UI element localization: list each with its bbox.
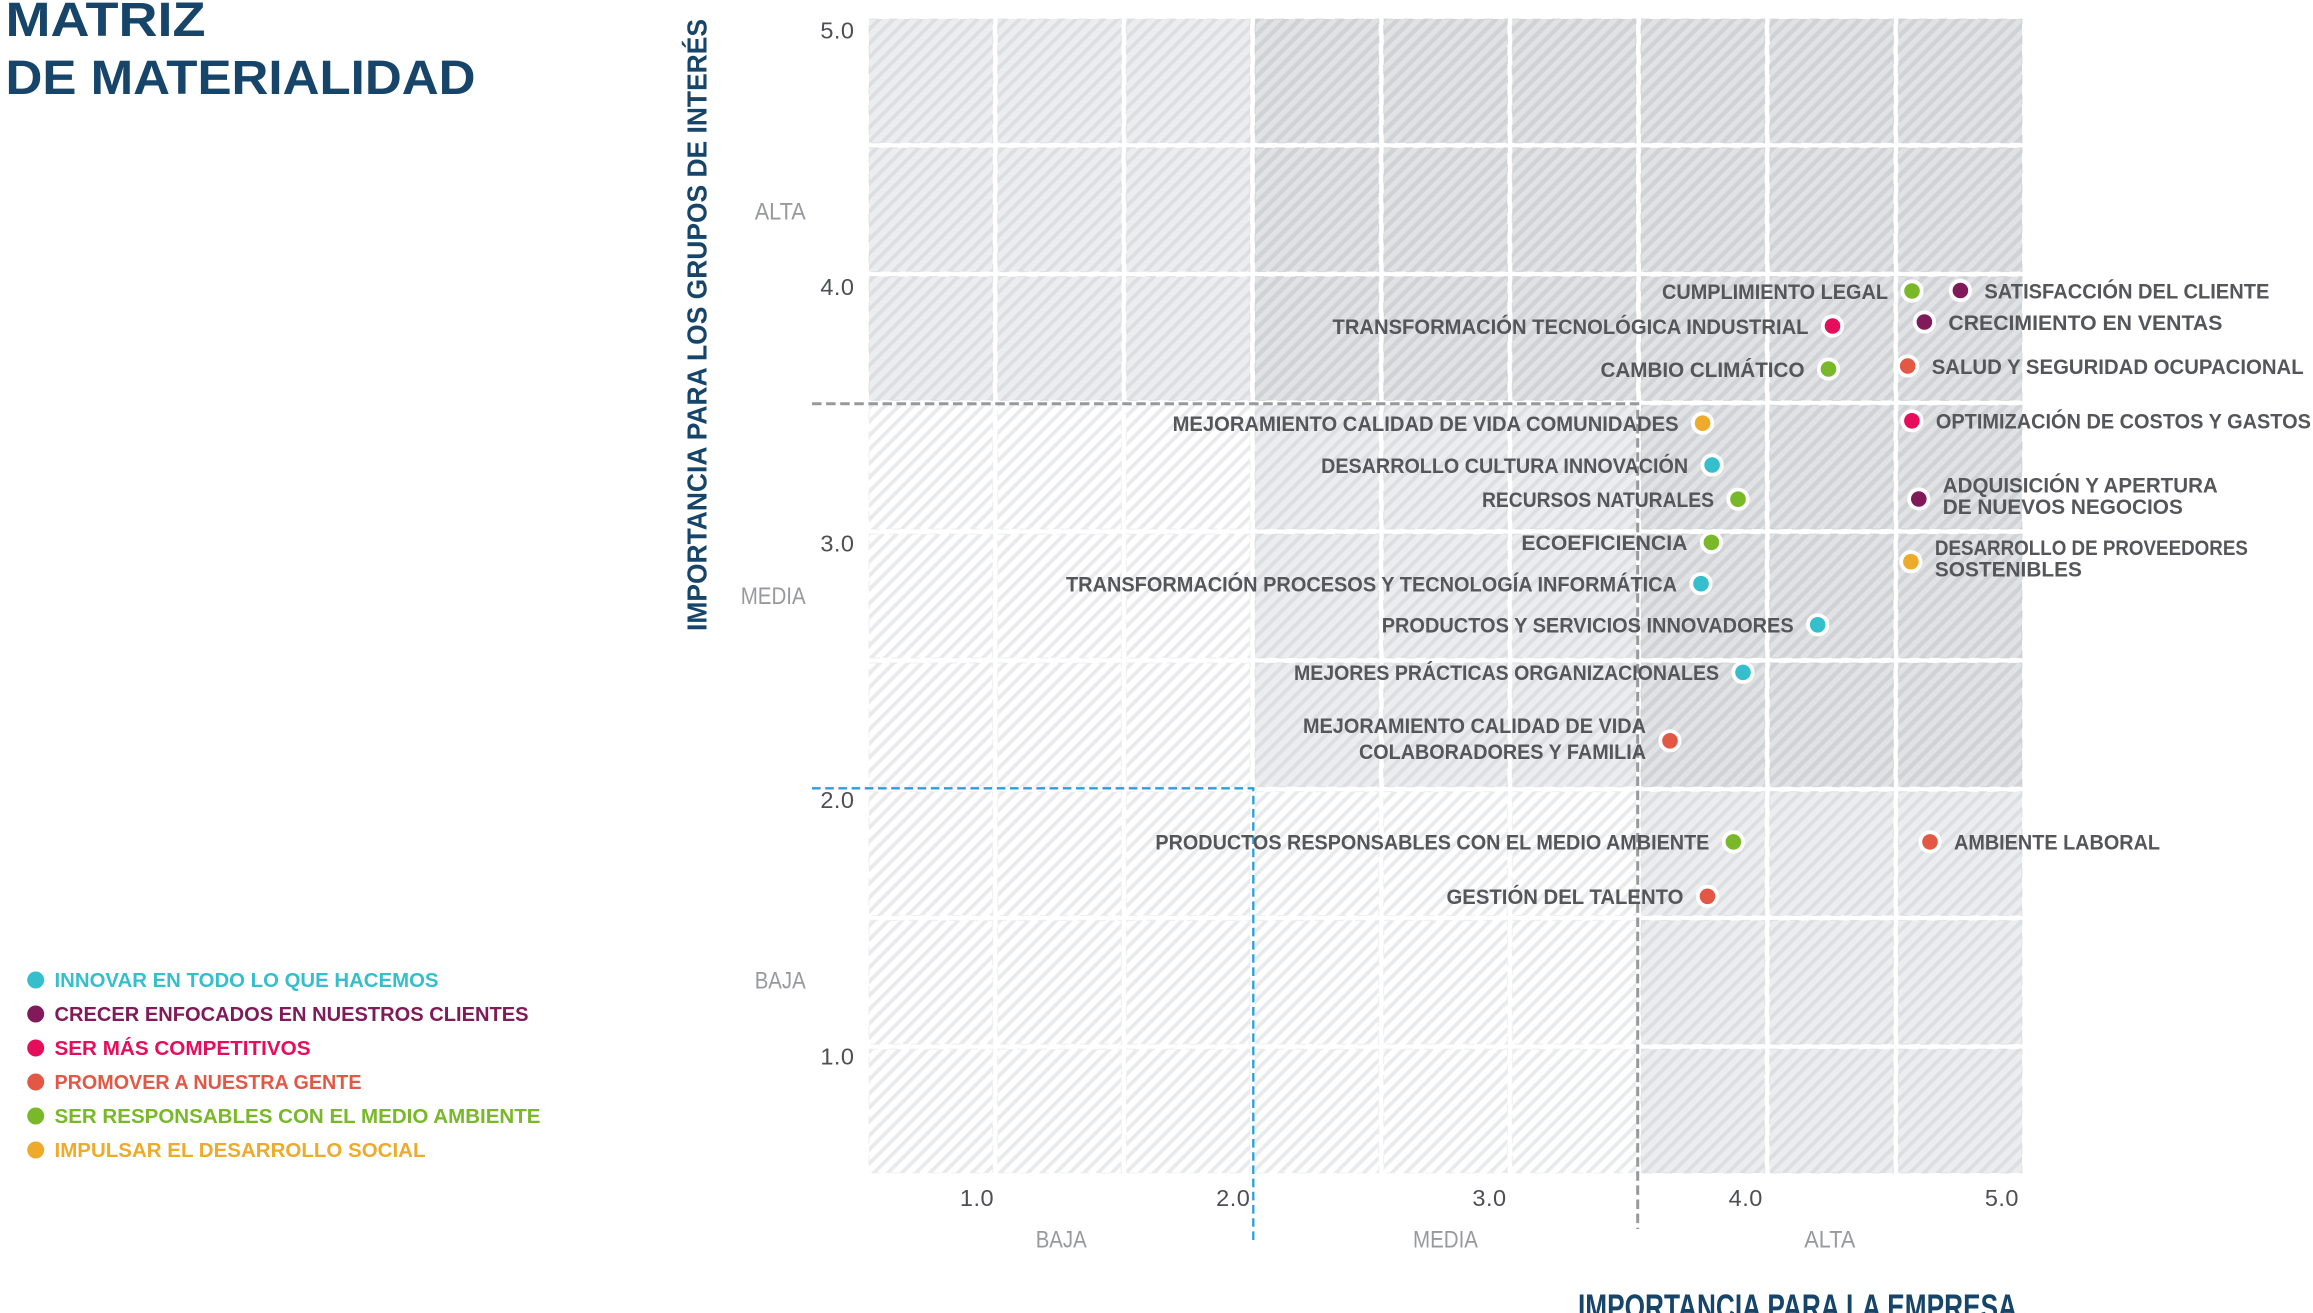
svg-text:BAJA: BAJA [1036,1227,1087,1254]
svg-text:CRECER ENFOCADOS EN NUESTROS C: CRECER ENFOCADOS EN NUESTROS CLIENTES [55,1004,529,1026]
svg-text:MEDIA: MEDIA [741,583,806,610]
svg-text:SATISFACCIÓN DEL CLIENTE: SATISFACCIÓN DEL CLIENTE [1984,279,2269,303]
svg-text:MEDIA: MEDIA [1413,1227,1478,1254]
svg-text:RECURSOS NATURALES: RECURSOS NATURALES [1482,489,1714,512]
svg-text:DESARROLLO DE PROVEEDORES: DESARROLLO DE PROVEEDORES [1935,537,2248,560]
svg-text:MEJORES PRÁCTICAS ORGANIZACION: MEJORES PRÁCTICAS ORGANIZACIONALES [1294,662,1719,685]
svg-text:5.0: 5.0 [820,18,854,44]
svg-text:MEJORAMIENTO CALIDAD DE VIDA C: MEJORAMIENTO CALIDAD DE VIDA COMUNIDADES [1173,413,1679,436]
svg-text:DE NUEVOS NEGOCIOS: DE NUEVOS NEGOCIOS [1943,496,2183,519]
svg-text:TRANSFORMACIÓN PROCESOS Y TECN: TRANSFORMACIÓN PROCESOS Y TECNOLOGÍA INF… [1066,573,1677,597]
svg-text:IMPORTANCIA PARA LA EMPRESA: IMPORTANCIA PARA LA EMPRESA [1578,1288,2017,1313]
svg-text:IMPULSAR EL DESARROLLO SOCIAL: IMPULSAR EL DESARROLLO SOCIAL [55,1140,426,1162]
svg-text:AMBIENTE LABORAL: AMBIENTE LABORAL [1954,832,2160,855]
svg-text:3.0: 3.0 [1472,1185,1506,1211]
svg-text:MATRIZ: MATRIZ [6,0,206,47]
svg-text:MEJORAMIENTO CALIDAD DE VIDA: MEJORAMIENTO CALIDAD DE VIDA [1303,715,1646,738]
svg-text:CUMPLIMIENTO LEGAL: CUMPLIMIENTO LEGAL [1662,281,1888,304]
svg-text:SOSTENIBLES: SOSTENIBLES [1935,559,2082,582]
svg-text:PRODUCTOS Y SERVICIOS INNOVADO: PRODUCTOS Y SERVICIOS INNOVADORES [1382,615,1794,638]
svg-text:IMPORTANCIA PARA LOS GRUPOS DE: IMPORTANCIA PARA LOS GRUPOS DE INTERÉS [682,19,713,631]
svg-text:DESARROLLO CULTURA INNOVACIÓN: DESARROLLO CULTURA INNOVACIÓN [1321,454,1688,478]
svg-text:ADQUISICIÓN Y APERTURA: ADQUISICIÓN Y APERTURA [1943,474,2218,498]
svg-text:ALTA: ALTA [755,198,806,225]
svg-text:2.0: 2.0 [1216,1185,1250,1211]
svg-text:4.0: 4.0 [820,274,854,300]
svg-text:SER RESPONSABLES CON EL MEDIO: SER RESPONSABLES CON EL MEDIO AMBIENTE [55,1106,541,1128]
svg-text:1.0: 1.0 [960,1185,994,1211]
svg-text:INNOVAR EN TODO LO QUE HACEMOS: INNOVAR EN TODO LO QUE HACEMOS [55,970,439,992]
svg-text:CAMBIO CLIMÁTICO: CAMBIO CLIMÁTICO [1601,359,1805,382]
svg-text:BAJA: BAJA [755,968,806,995]
svg-text:OPTIMIZACIÓN DE COSTOS Y GASTO: OPTIMIZACIÓN DE COSTOS Y GASTOS [1936,410,2311,434]
svg-text:GESTIÓN DEL TALENTO: GESTIÓN DEL TALENTO [1447,885,1684,909]
svg-text:3.0: 3.0 [820,530,854,556]
svg-text:PROMOVER A NUESTRA GENTE: PROMOVER A NUESTRA GENTE [55,1072,362,1094]
svg-text:2.0: 2.0 [820,787,854,813]
svg-text:4.0: 4.0 [1729,1185,1763,1211]
svg-text:5.0: 5.0 [1985,1185,2019,1211]
svg-text:CRECIMIENTO EN VENTAS: CRECIMIENTO EN VENTAS [1948,312,2222,335]
svg-text:ECOEFICIENCIA: ECOEFICIENCIA [1521,532,1687,555]
svg-text:SALUD Y SEGURIDAD OCUPACIONAL: SALUD Y SEGURIDAD OCUPACIONAL [1932,356,2304,379]
svg-text:ALTA: ALTA [1804,1227,1855,1254]
svg-text:DE MATERIALIDAD: DE MATERIALIDAD [6,52,476,105]
svg-text:COLABORADORES Y FAMILIA: COLABORADORES Y FAMILIA [1359,741,1646,764]
svg-text:1.0: 1.0 [820,1043,854,1069]
svg-text:PRODUCTOS RESPONSABLES CON EL: PRODUCTOS RESPONSABLES CON EL MEDIO AMBI… [1155,832,1709,855]
svg-text:SER MÁS COMPETITIVOS: SER MÁS COMPETITIVOS [55,1037,311,1060]
svg-text:TRANSFORMACIÓN TECNOLÓGICA IND: TRANSFORMACIÓN TECNOLÓGICA INDUSTRIAL [1333,315,1809,339]
